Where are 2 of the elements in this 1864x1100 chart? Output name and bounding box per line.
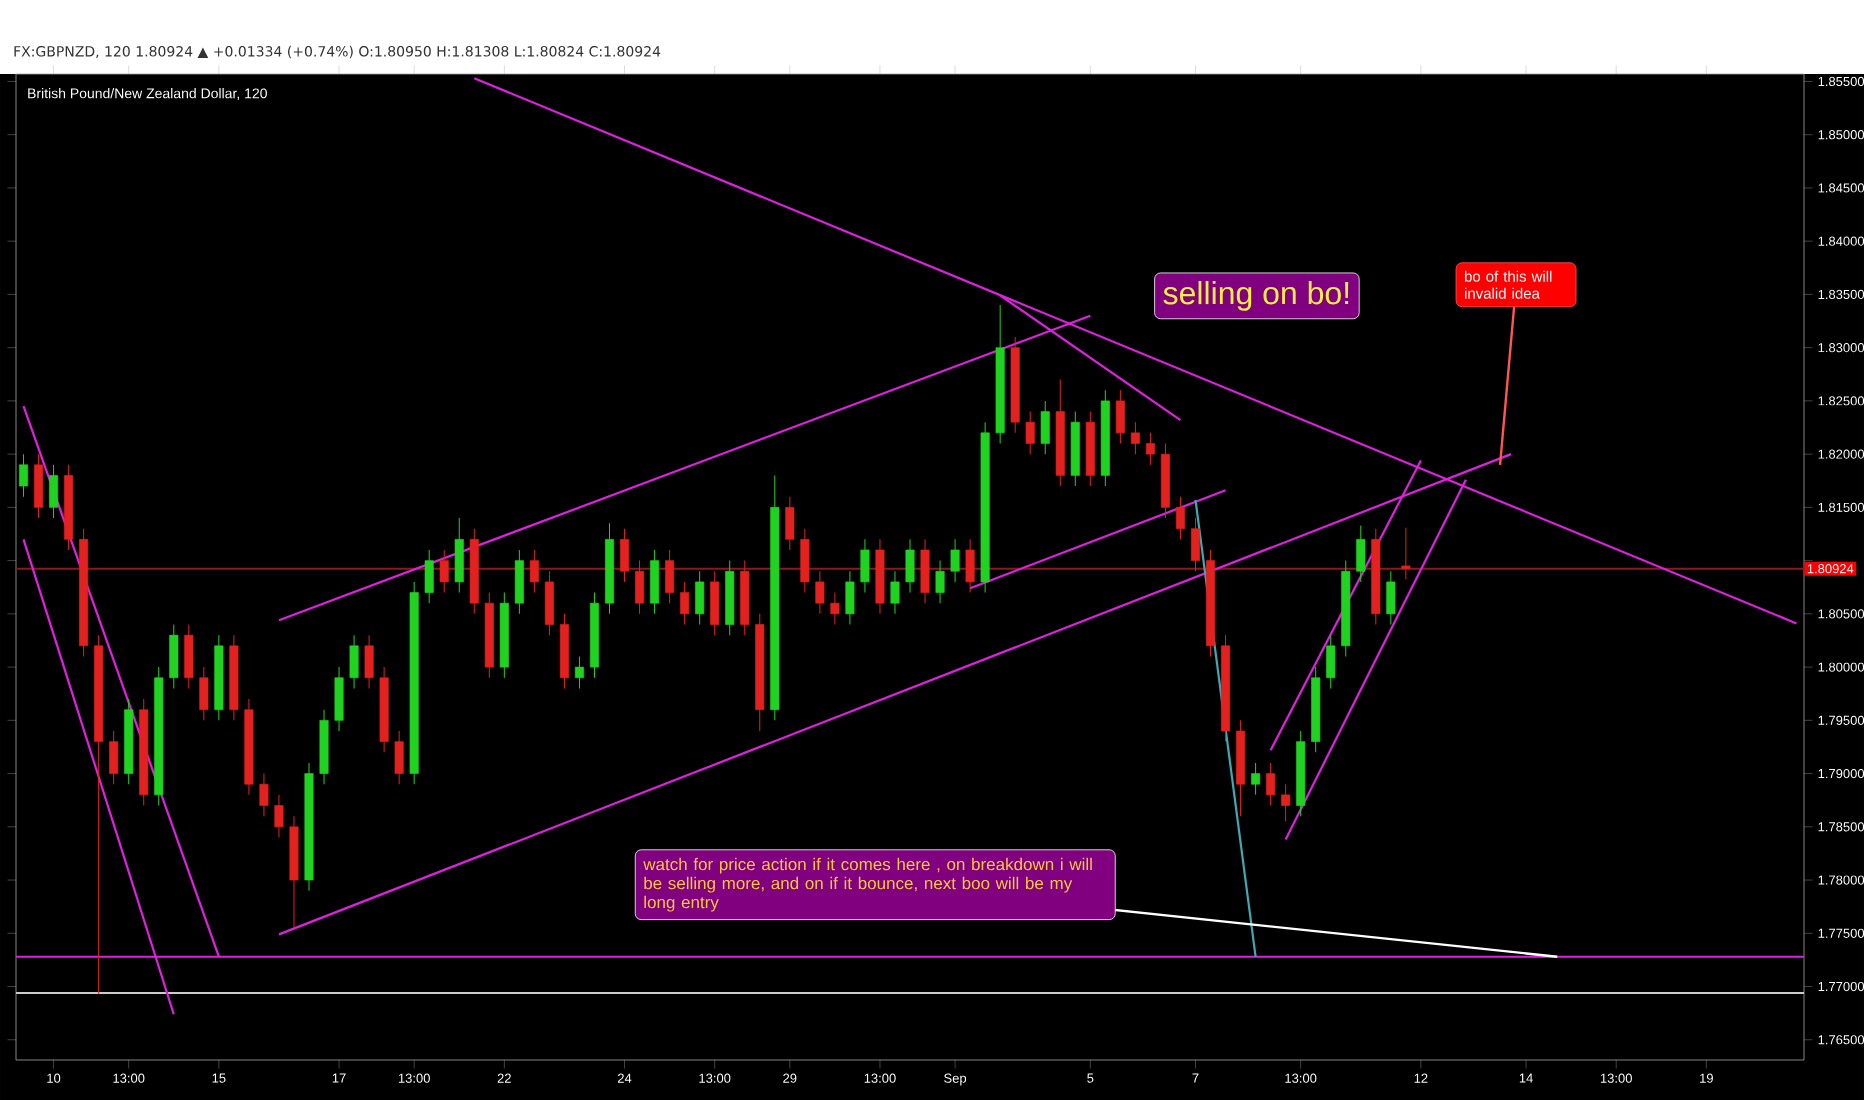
annotation: watch for price action if it comes here , on breakdown i will be selling more, and on if it bounce, next boo will be my long entry xyxy=(643,857,1092,912)
annotation: selling on bo! xyxy=(1163,280,1349,311)
